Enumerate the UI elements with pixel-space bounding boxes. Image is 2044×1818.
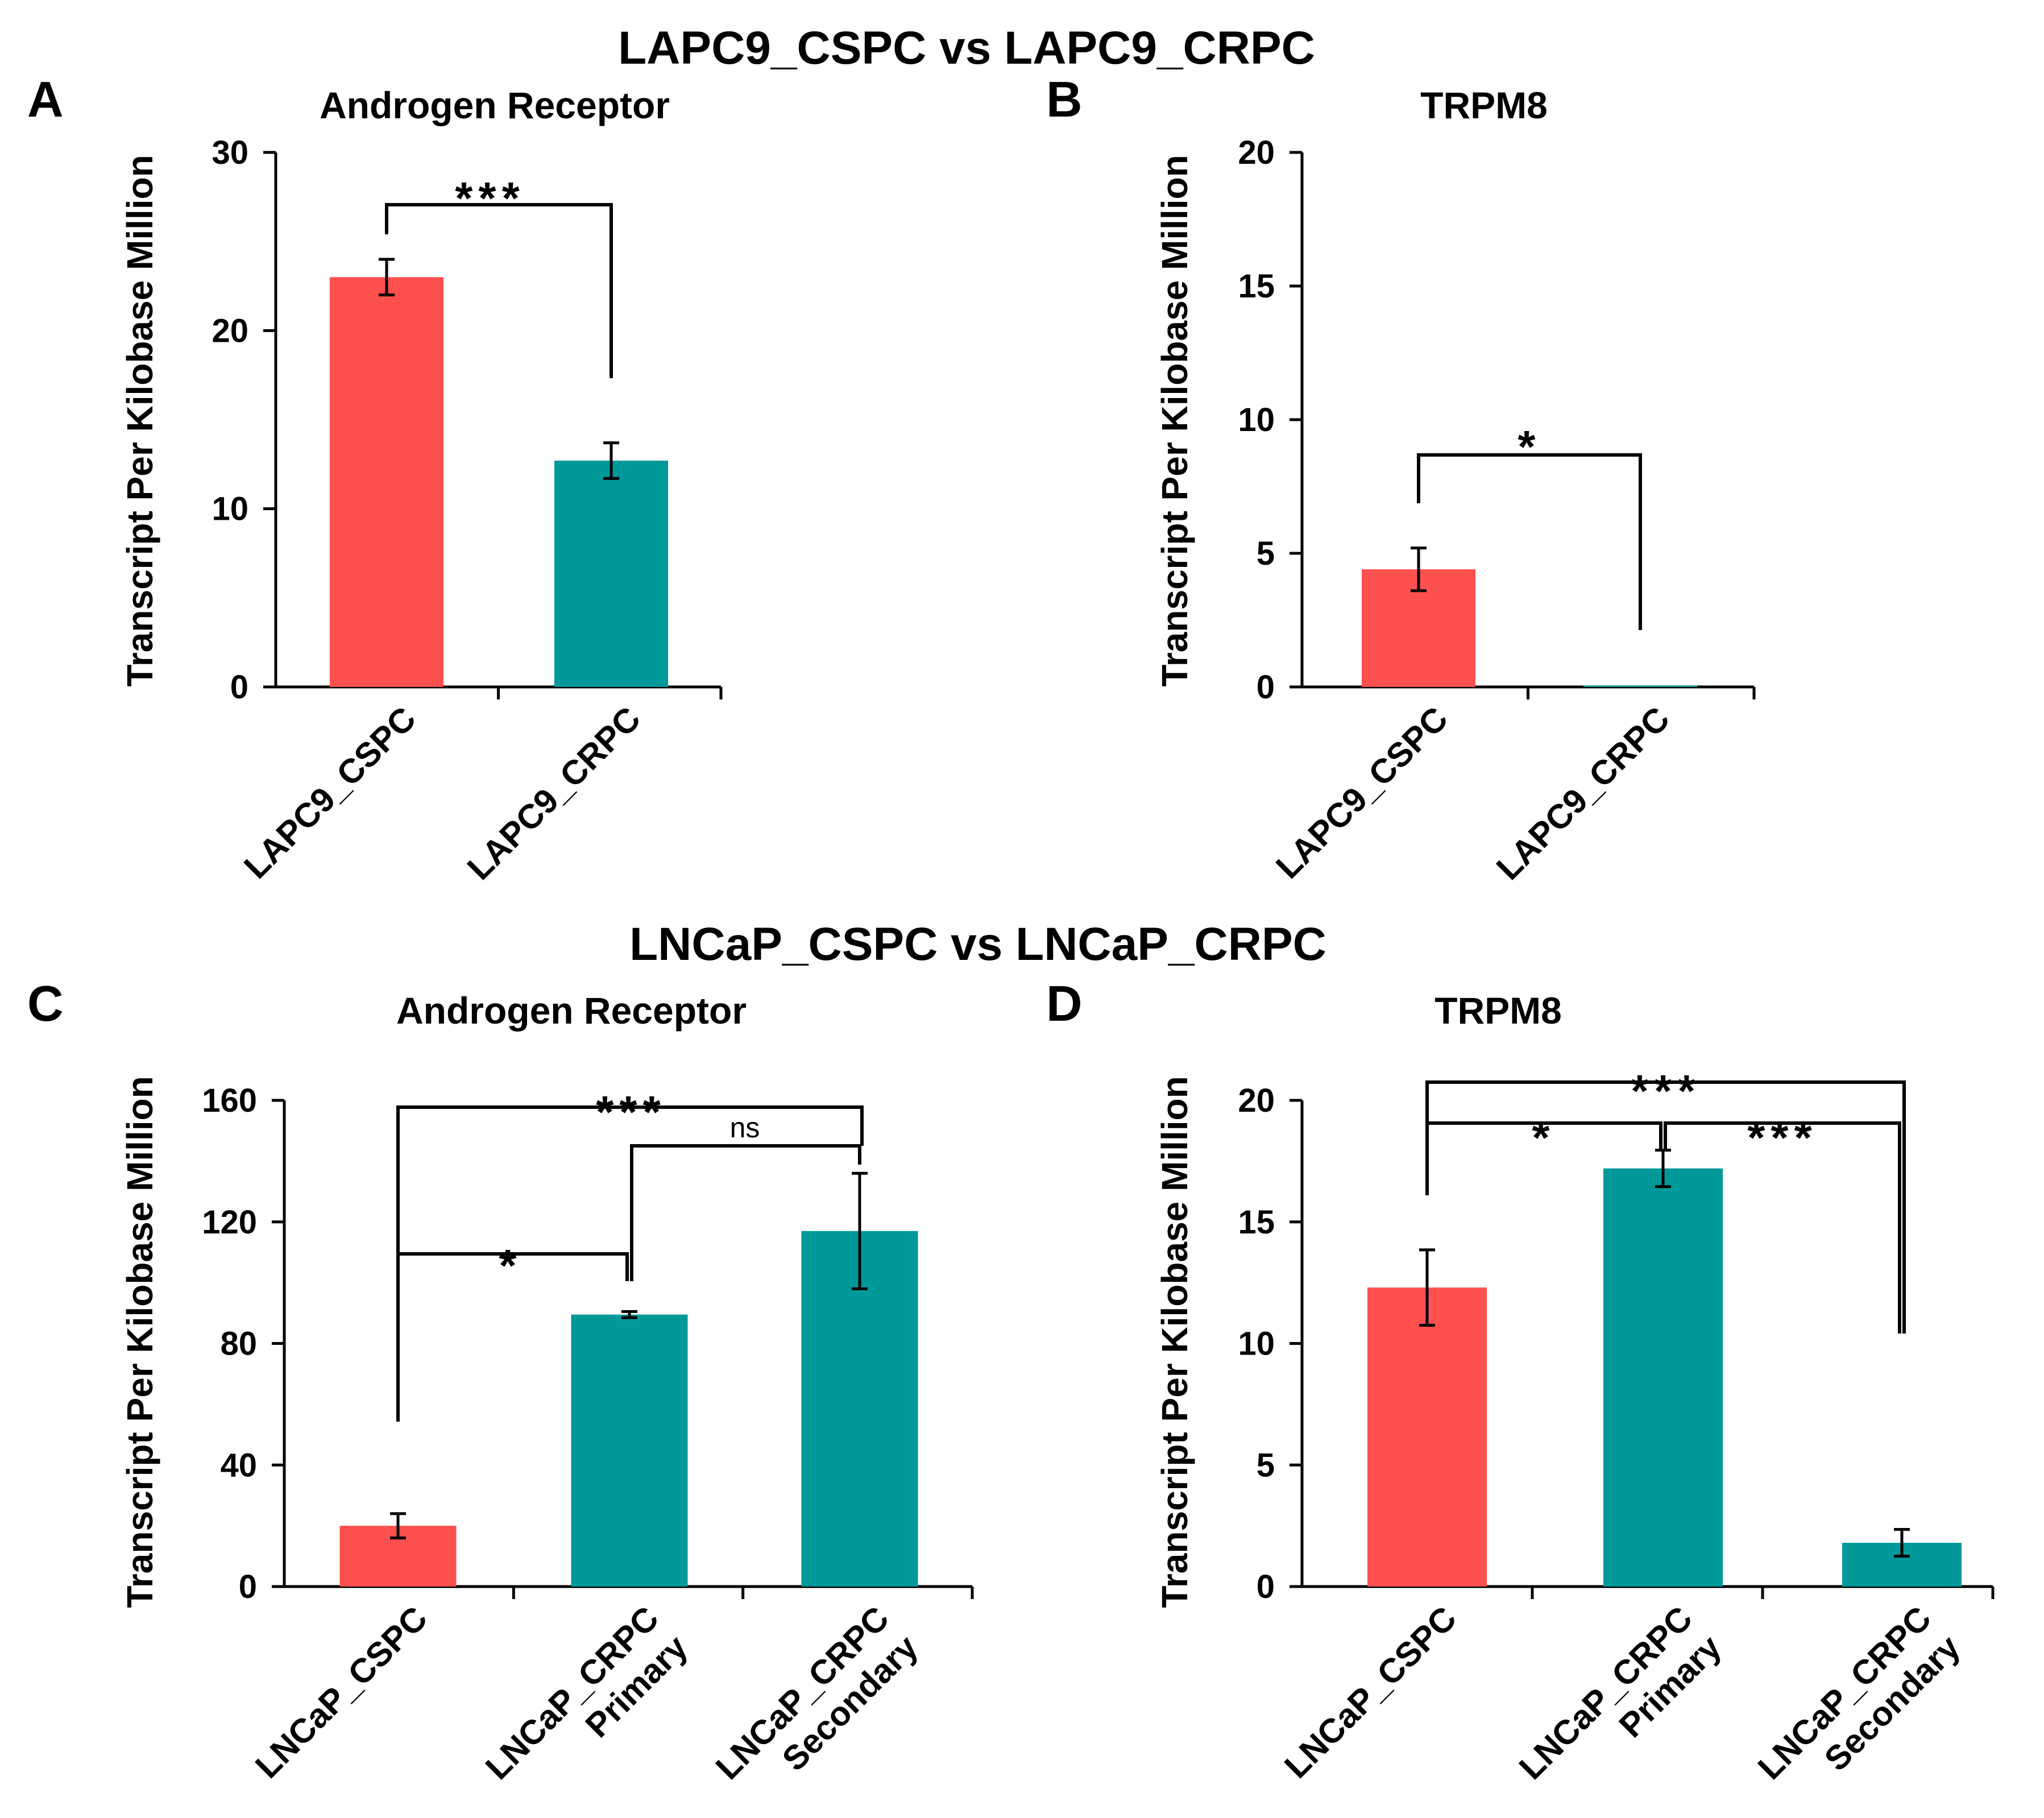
significance-bracket <box>396 1252 629 1422</box>
y-axis-label: Transcript Per Kilobase Million <box>119 1076 160 1608</box>
y-tick-label: 10 <box>1238 401 1275 438</box>
y-tick-label: 0 <box>1257 1568 1275 1605</box>
y-axis-label: Transcript Per Kilobase Million <box>119 155 160 686</box>
y-tick-label: 15 <box>1238 1204 1275 1241</box>
y-tick-label: 0 <box>1257 669 1275 706</box>
bar <box>1367 1287 1487 1587</box>
y-tick-label: 20 <box>212 312 248 349</box>
x-tick-label: LAPC9_CSPC <box>1268 699 1455 886</box>
section-title-lncap: LNCaP_CSPC vs LNCaP_CRPC <box>629 918 1326 970</box>
y-tick-label: 0 <box>230 669 248 706</box>
significance-bracket <box>1425 1121 1662 1195</box>
x-tick-label: LNCaP_CRPCPrimary <box>1512 1598 1729 1816</box>
chart-title: Androgen Receptor <box>396 989 747 1032</box>
panel-c: C Androgen Receptor Transcript Per Kilobas… <box>27 975 974 1816</box>
y-axis-label: Transcript Per Kilobase Million <box>1154 1076 1195 1608</box>
y-tick-label: 10 <box>212 491 248 528</box>
significance-bracket <box>385 203 613 378</box>
panel-b: B TRPM8 Transcript Per Kilobase Million 0 5 1… <box>1046 71 1756 887</box>
y-tick-label: 160 <box>202 1082 257 1119</box>
significance-label: * <box>499 1240 522 1291</box>
x-tick-label-line: LAPC9_CSPC <box>1268 699 1455 886</box>
x-tick-label: LNCaP_CRPCSecondary <box>708 1598 926 1816</box>
bar <box>330 277 443 687</box>
chart-title: Androgen Receptor <box>320 84 670 126</box>
significance-bracket <box>1664 1121 1901 1334</box>
bar <box>801 1231 918 1587</box>
panel-letter: C <box>27 975 64 1032</box>
significance-label: *** <box>455 173 525 223</box>
chart-title: TRPM8 <box>1434 989 1562 1032</box>
x-tick-label: LNCaP_CRPCPrimary <box>478 1598 695 1816</box>
x-tick-label-line: LNCaP_CSPC <box>1277 1599 1463 1786</box>
significance-label: * <box>1518 421 1541 472</box>
panel-d: D TRPM8 Transcript Per Kilobase Million 0 5 1… <box>1046 975 1995 1816</box>
y-tick-label: 5 <box>1257 1447 1275 1484</box>
y-tick-label: 120 <box>202 1204 257 1241</box>
y-axis-label: Transcript Per Kilobase Million <box>1154 155 1195 686</box>
x-tick-label: LNCaP_CSPC <box>248 1599 434 1786</box>
y-tick-label: 10 <box>1238 1326 1275 1363</box>
x-tick-label-line: LNCaP_CSPC <box>248 1599 434 1786</box>
y-tick-label: 20 <box>1238 134 1275 171</box>
panel-a: A Androgen Receptor Transcript Per Kilobas… <box>27 71 723 887</box>
significance-label: *** <box>1631 1066 1701 1116</box>
significance-label: *** <box>596 1087 666 1137</box>
y-tick-label: 80 <box>220 1326 257 1363</box>
bar <box>1603 1168 1723 1587</box>
significance-bracket <box>396 1105 864 1254</box>
bar <box>554 461 668 687</box>
y-tick-label: 0 <box>239 1568 257 1605</box>
y-tick-label: 5 <box>1257 535 1275 572</box>
chart-title: TRPM8 <box>1420 84 1548 126</box>
significance-bracket <box>1425 1080 1906 1334</box>
x-tick-label: LAPC9_CSPC <box>237 699 423 886</box>
significance-bracket <box>1417 453 1642 630</box>
x-tick-label-line: LAPC9_CRPC <box>1489 699 1677 887</box>
x-tick-label-line: LAPC9_CSPC <box>237 699 423 886</box>
panel-letter: A <box>27 71 64 127</box>
panel-letter: D <box>1046 975 1083 1032</box>
bar <box>1583 685 1697 687</box>
x-tick-label: LAPC9_CRPC <box>460 699 648 887</box>
x-tick-label: LNCaP_CSPC <box>1277 1599 1463 1786</box>
y-tick-label: 15 <box>1238 268 1275 305</box>
y-tick-label: 30 <box>212 134 248 171</box>
significance-label: ns <box>730 1112 760 1144</box>
significance-bracket <box>630 1144 861 1281</box>
x-tick-label: LNCaP_CRPCSecondary <box>1751 1598 1968 1816</box>
section-title-lapc9: LAPC9_CSPC vs LAPC9_CRPC <box>618 22 1315 74</box>
y-tick-label: 40 <box>220 1447 257 1484</box>
significance-label: *** <box>1747 1112 1817 1163</box>
y-tick-label: 20 <box>1238 1082 1275 1119</box>
x-tick-label-line: LAPC9_CRPC <box>460 699 648 887</box>
bar <box>571 1314 688 1587</box>
x-tick-label: LAPC9_CRPC <box>1489 699 1677 887</box>
panel-letter: B <box>1046 71 1083 127</box>
significance-label: * <box>1532 1112 1555 1163</box>
